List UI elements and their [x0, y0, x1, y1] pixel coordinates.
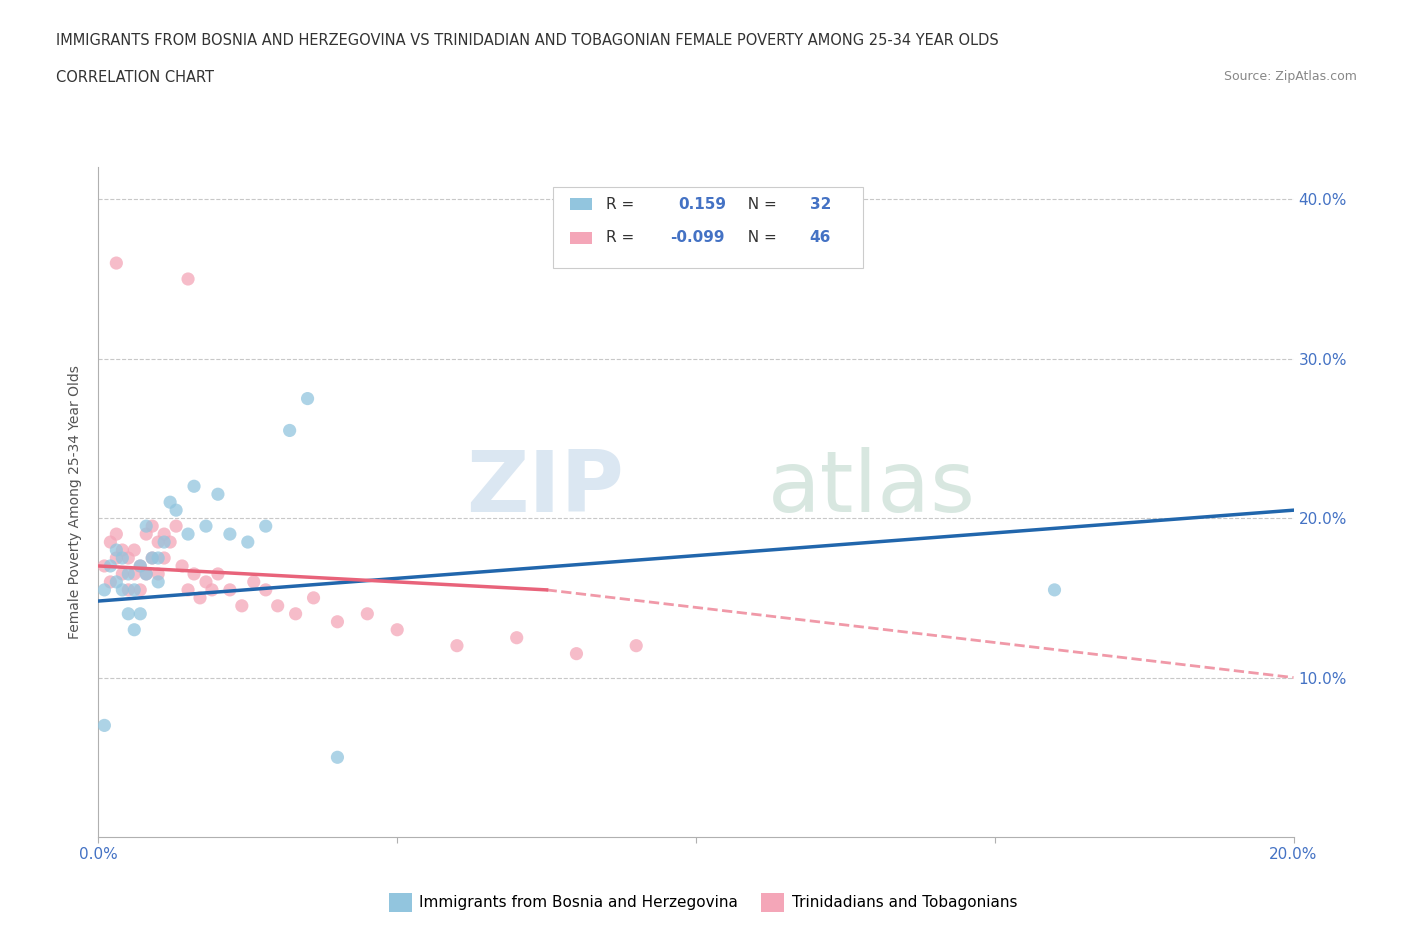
Point: [188, 591, 211, 605]
Point: [124, 622, 146, 637]
Point: [141, 551, 163, 565]
Point: [219, 526, 242, 541]
Point: [105, 256, 128, 271]
Point: [100, 535, 122, 550]
Point: [124, 566, 146, 581]
Point: [565, 646, 588, 661]
Point: [177, 526, 200, 541]
Point: [135, 519, 157, 534]
Point: [129, 582, 152, 597]
Text: R =: R =: [606, 197, 644, 212]
Point: [148, 551, 170, 565]
Point: [117, 566, 139, 581]
Point: [284, 606, 307, 621]
Point: [172, 559, 194, 574]
Point: [297, 392, 319, 406]
Point: [129, 606, 152, 621]
Point: [207, 486, 229, 501]
Point: [231, 598, 253, 613]
FancyBboxPatch shape: [571, 232, 592, 244]
Point: [93, 559, 115, 574]
Point: [207, 566, 229, 581]
Y-axis label: Female Poverty Among 25-34 Year Olds: Female Poverty Among 25-34 Year Olds: [69, 365, 83, 639]
Point: [626, 638, 648, 653]
Point: [129, 559, 152, 574]
Point: [177, 582, 200, 597]
Point: [254, 519, 277, 534]
Point: [111, 582, 134, 597]
Point: [135, 566, 157, 581]
Point: [506, 631, 529, 645]
Point: [165, 503, 187, 518]
FancyBboxPatch shape: [553, 188, 863, 268]
Point: [117, 582, 139, 597]
Point: [153, 551, 176, 565]
Point: [129, 559, 152, 574]
Text: N =: N =: [738, 197, 782, 212]
Point: [183, 566, 205, 581]
Point: [153, 526, 176, 541]
Text: 0.159: 0.159: [678, 197, 725, 212]
Point: [183, 479, 205, 494]
FancyBboxPatch shape: [571, 198, 592, 210]
Point: [141, 519, 163, 534]
Point: [385, 622, 409, 637]
Point: [177, 272, 200, 286]
Point: [105, 575, 128, 590]
Point: [159, 495, 181, 510]
Point: [326, 750, 349, 764]
Text: IMMIGRANTS FROM BOSNIA AND HERZEGOVINA VS TRINIDADIAN AND TOBAGONIAN FEMALE POVE: IMMIGRANTS FROM BOSNIA AND HERZEGOVINA V…: [56, 33, 1000, 47]
Text: -0.099: -0.099: [669, 231, 724, 246]
Text: Source: ZipAtlas.com: Source: ZipAtlas.com: [1223, 70, 1357, 83]
Point: [135, 566, 157, 581]
Text: ZIP: ZIP: [467, 447, 624, 530]
Point: [278, 423, 301, 438]
Point: [100, 575, 122, 590]
Point: [100, 559, 122, 574]
Point: [105, 542, 128, 557]
Point: [111, 566, 134, 581]
Point: [111, 542, 134, 557]
Point: [148, 566, 170, 581]
Point: [243, 575, 266, 590]
Point: [105, 526, 128, 541]
Text: atlas: atlas: [768, 447, 976, 530]
Point: [117, 551, 139, 565]
Point: [446, 638, 468, 653]
Point: [141, 551, 163, 565]
Point: [326, 615, 349, 630]
Point: [302, 591, 325, 605]
Point: [165, 519, 187, 534]
Point: [93, 718, 115, 733]
Text: 46: 46: [810, 231, 831, 246]
Text: CORRELATION CHART: CORRELATION CHART: [56, 70, 214, 85]
Point: [117, 606, 139, 621]
Point: [195, 575, 218, 590]
Point: [219, 582, 242, 597]
Point: [1043, 582, 1066, 597]
Point: [148, 535, 170, 550]
Point: [159, 535, 181, 550]
Point: [148, 575, 170, 590]
Text: 32: 32: [810, 197, 831, 212]
Point: [201, 582, 224, 597]
Point: [124, 582, 146, 597]
Point: [93, 582, 115, 597]
Text: N =: N =: [738, 231, 782, 246]
Point: [356, 606, 378, 621]
Point: [254, 582, 277, 597]
Point: [124, 542, 146, 557]
Point: [267, 598, 290, 613]
Point: [195, 519, 218, 534]
Point: [236, 535, 259, 550]
Legend: Immigrants from Bosnia and Herzegovina, Trinidadians and Tobagonians: Immigrants from Bosnia and Herzegovina, …: [382, 887, 1024, 918]
Point: [111, 551, 134, 565]
Point: [135, 526, 157, 541]
Point: [153, 535, 176, 550]
Text: R =: R =: [606, 231, 640, 246]
Point: [105, 551, 128, 565]
